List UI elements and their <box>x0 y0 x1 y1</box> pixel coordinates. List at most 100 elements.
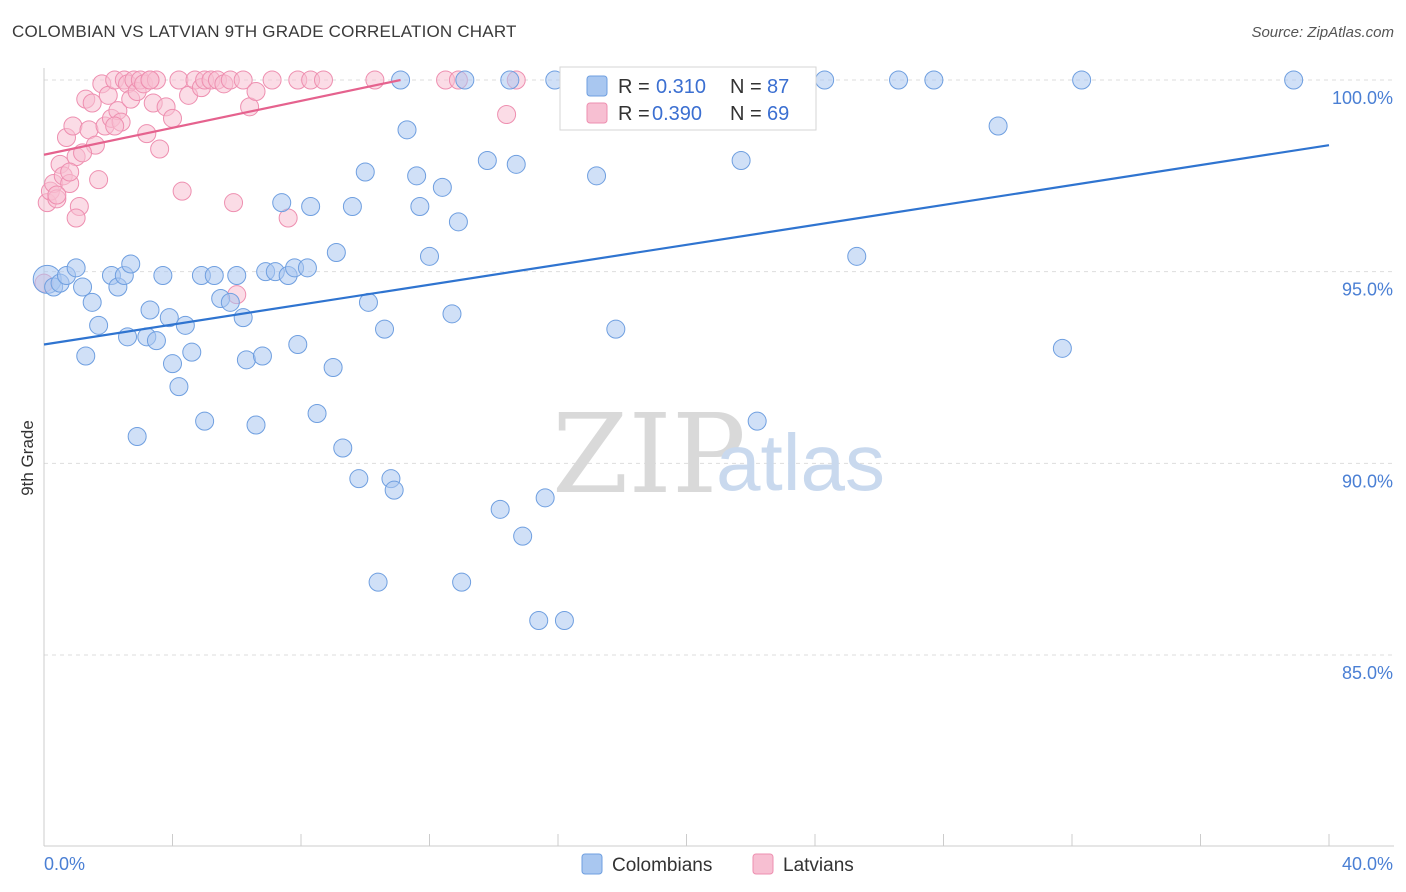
watermark-zip: ZIP <box>552 390 746 518</box>
x-tick-label-min: 0.0% <box>44 854 85 874</box>
latvians-point <box>233 70 253 90</box>
legend-r-value-colombians: 0.310 <box>656 76 706 98</box>
colombians-point <box>477 151 497 170</box>
colombians-point <box>220 292 240 312</box>
colombians-point <box>375 319 395 339</box>
colombians-point <box>1284 70 1304 90</box>
colombians-point <box>195 411 215 431</box>
colombians-point <box>407 166 427 186</box>
y-axis-title: 9th Grade <box>18 420 37 496</box>
latvians-point <box>150 139 170 159</box>
colombians-point <box>175 315 195 335</box>
colombians-point <box>82 292 102 312</box>
latvians-trend-line <box>43 78 401 156</box>
colombians-point <box>420 246 439 266</box>
colombians-point <box>355 162 375 182</box>
colombians-point <box>301 197 321 216</box>
colombians-point <box>529 611 549 630</box>
colombians-point <box>847 246 867 266</box>
colombians-point <box>1072 70 1092 90</box>
colombians-point <box>452 572 472 592</box>
colombians-point <box>349 469 369 489</box>
colombians-point <box>233 308 253 328</box>
y-tick-label: 85.0% <box>1342 663 1393 683</box>
colombians-point <box>587 166 607 186</box>
y-tick-label: 95.0% <box>1342 280 1393 300</box>
y-axis-tick-labels: 100.0% 95.0% 90.0% 85.0% <box>1332 88 1393 683</box>
colombians-point <box>297 258 317 278</box>
colombians-point <box>506 154 526 174</box>
source-credit: Source: ZipAtlas.com <box>1251 24 1394 41</box>
latvians-point <box>224 193 244 213</box>
colombians-point <box>169 377 189 397</box>
colombians-point <box>252 346 272 366</box>
colombians-point <box>227 266 247 285</box>
colombians-point <box>889 70 909 90</box>
colombians-point <box>127 427 147 446</box>
chart-title: COLOMBIAN VS LATVIAN 9TH GRADE CORRELATI… <box>12 22 517 41</box>
colombians-point <box>731 151 751 170</box>
legend-n-value-colombians: 87 <box>767 76 789 98</box>
colombians-point <box>121 254 141 274</box>
latvians-point <box>172 181 192 201</box>
legend-n-value-latvians: 69 <box>767 103 789 125</box>
stats-legend: R = 0.310 N = 87 R = 0.390 N = 69 <box>559 66 817 131</box>
bottom-legend-label-colombians: Colombians <box>612 855 712 876</box>
colombians-point <box>159 308 179 328</box>
colombians-point <box>333 438 353 458</box>
legend-swatch-colombians <box>586 75 608 97</box>
colombians-point <box>606 319 626 339</box>
colombians-point <box>384 480 404 500</box>
colombians-point <box>323 358 343 377</box>
colombians-point <box>73 277 93 297</box>
colombians-point <box>368 572 388 592</box>
legend-r-label: R = <box>618 76 650 98</box>
watermark-atlas: atlas <box>716 418 885 507</box>
colombians-point <box>66 258 86 278</box>
latvians-point <box>262 70 282 90</box>
series-legend: Colombians Latvians <box>581 853 854 876</box>
colombians-point <box>146 331 166 351</box>
colombians-point <box>288 335 308 354</box>
colombians-point <box>326 243 346 262</box>
colombians-trend-line <box>43 144 1330 346</box>
legend-n-label: N = <box>730 76 762 98</box>
latvians-point <box>89 170 109 190</box>
bottom-legend-swatch-latvians <box>752 853 774 875</box>
colombians-point <box>397 120 417 140</box>
trend-lines <box>43 78 1330 346</box>
latvians-point <box>169 70 189 90</box>
legend-n-label: N = <box>730 103 762 125</box>
colombians-point <box>182 342 202 362</box>
legend-swatch-latvians <box>586 102 608 124</box>
colombians-point <box>246 415 266 435</box>
legend-r-value-latvians: 0.390 <box>652 103 702 125</box>
latvians-point <box>66 208 86 228</box>
colombians-points <box>32 70 1304 630</box>
colombians-point <box>554 611 574 630</box>
colombians-point <box>448 212 468 232</box>
colombians-point <box>815 70 835 90</box>
legend-r-label: R = <box>618 103 650 125</box>
colombians-point <box>153 266 173 285</box>
colombians-point <box>490 499 510 519</box>
colombians-point <box>500 70 520 90</box>
latvians-point <box>163 108 182 128</box>
latvians-point <box>246 82 266 101</box>
colombians-point <box>535 488 555 508</box>
colombians-point <box>204 266 224 285</box>
latvians-point <box>60 162 80 182</box>
colombians-point <box>924 70 944 90</box>
colombians-point <box>76 346 96 366</box>
colombians-point <box>988 116 1008 136</box>
bottom-legend-label-latvians: Latvians <box>783 855 854 876</box>
colombians-point <box>342 197 362 216</box>
colombians-point <box>455 70 475 90</box>
x-axis-ticks <box>43 834 1330 846</box>
latvians-point <box>140 70 160 90</box>
latvians-point <box>105 116 125 136</box>
colombians-point <box>1052 338 1072 358</box>
latvians-point <box>497 105 517 124</box>
colombians-point <box>163 354 182 374</box>
